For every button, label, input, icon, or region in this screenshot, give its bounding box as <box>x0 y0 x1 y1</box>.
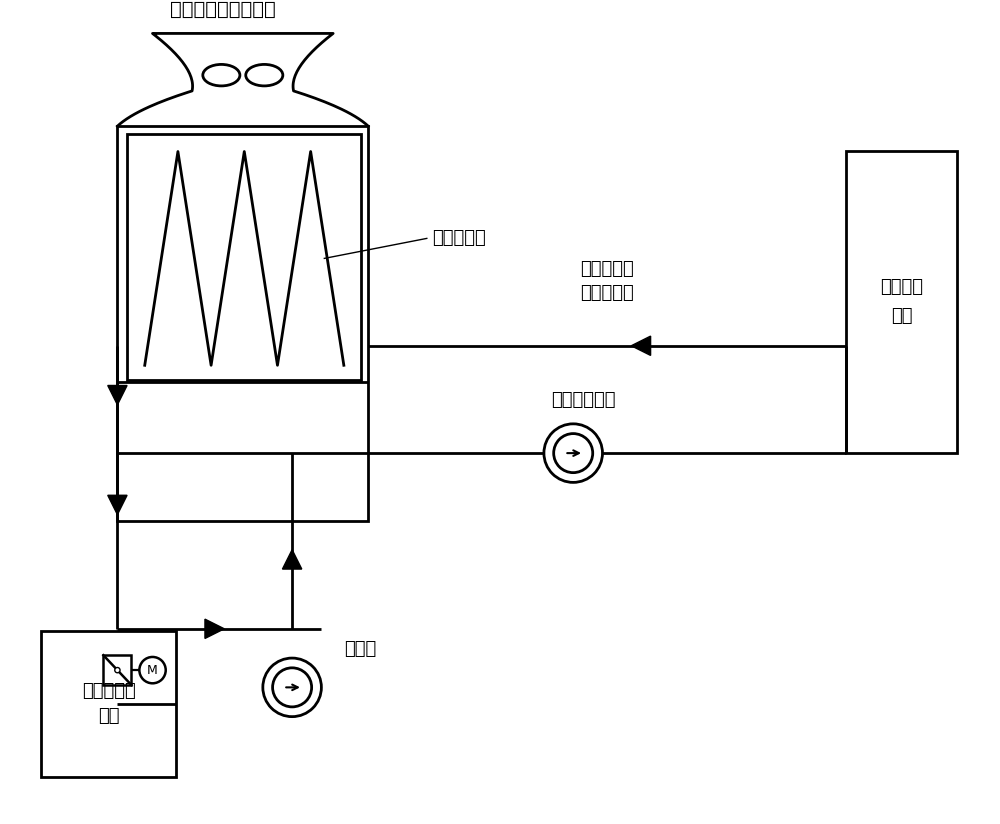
Text: 辅机循环水泵: 辅机循环水泵 <box>551 391 615 410</box>
Circle shape <box>544 424 602 482</box>
Text: 充水泵: 充水泵 <box>344 640 377 658</box>
Circle shape <box>115 667 120 672</box>
Circle shape <box>273 667 312 707</box>
Bar <box>127 134 361 380</box>
Circle shape <box>263 658 321 717</box>
Polygon shape <box>631 336 651 355</box>
Bar <box>41 630 176 777</box>
Bar <box>846 151 957 453</box>
Polygon shape <box>205 619 224 639</box>
Text: 机力通风间接空冷塔: 机力通风间接空冷塔 <box>170 0 276 19</box>
Text: 除盐水地下
储箱: 除盐水地下 储箱 <box>82 682 135 725</box>
Bar <box>117 126 368 522</box>
Text: 空冷散热器: 空冷散热器 <box>432 229 485 247</box>
Polygon shape <box>108 495 127 515</box>
Polygon shape <box>282 550 302 569</box>
Text: 光热电站
辅机: 光热电站 辅机 <box>880 279 923 325</box>
Polygon shape <box>108 386 127 405</box>
Bar <box>103 655 131 685</box>
Ellipse shape <box>246 64 283 86</box>
Text: 循环水管道
（除盐水）: 循环水管道 （除盐水） <box>580 260 634 302</box>
Text: M: M <box>147 663 158 677</box>
Circle shape <box>139 657 166 683</box>
Circle shape <box>554 433 593 473</box>
Ellipse shape <box>203 64 240 86</box>
